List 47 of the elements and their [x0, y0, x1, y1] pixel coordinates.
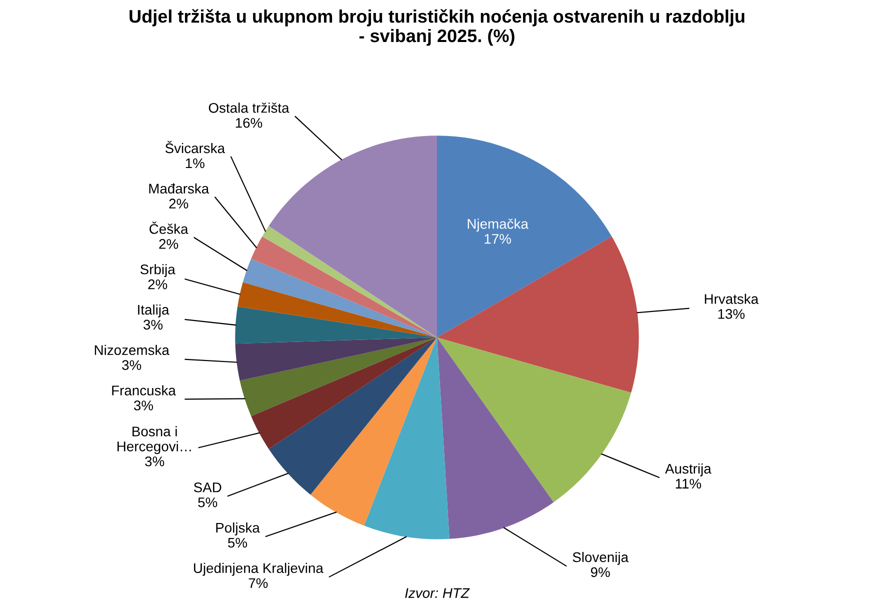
- slice-label: SAD: [194, 482, 222, 492]
- data-label: 3%: [134, 400, 154, 410]
- pie-slice: [235, 337, 437, 381]
- slice-label: Nizozemska: [94, 344, 170, 356]
- slice-label: Austrija: [665, 463, 712, 476]
- slice-label: Njemačka: [468, 218, 528, 232]
- data-label: 17%: [484, 234, 511, 244]
- data-label: 5%: [228, 538, 248, 548]
- slice-label: Francuska: [112, 385, 176, 396]
- slice-label: Bosna i Hercegovi…: [118, 426, 191, 454]
- data-label: 13%: [718, 309, 745, 319]
- slice-label: Slovenija: [572, 552, 629, 565]
- slice-label: Hrvatska: [704, 294, 759, 304]
- data-label: 11%: [676, 478, 702, 489]
- data-label: 9%: [590, 567, 610, 578]
- pie-slice: [235, 306, 437, 344]
- data-label: 2%: [148, 279, 168, 290]
- data-label: 1%: [186, 158, 204, 168]
- data-label: 7%: [248, 578, 268, 588]
- slice-label: Mađarska: [149, 183, 210, 194]
- data-label: 5%: [198, 497, 218, 508]
- slice-label: Poljska: [216, 522, 260, 536]
- data-label: 2%: [159, 239, 178, 249]
- slice-label: Italija: [138, 304, 170, 318]
- pie-slice: [310, 337, 437, 526]
- data-label: 16%: [236, 118, 262, 128]
- text: Izvor: HTZ: [405, 588, 470, 598]
- slice-label: Srbija: [140, 264, 176, 278]
- pie-slice: [364, 337, 450, 540]
- slice-label: Ujedinjena Kraljevina: [194, 562, 324, 576]
- pie-slice: [437, 337, 554, 539]
- pie-slice: [437, 136, 612, 338]
- slice-label: Švicarska: [165, 140, 225, 154]
- slice-label: Češka: [150, 222, 188, 234]
- pie-slice: [268, 136, 437, 338]
- pie-slice: [268, 337, 437, 495]
- slice-label: Ostala tržišta: [208, 102, 290, 113]
- pie-slice: [240, 337, 437, 416]
- data-label: 3%: [145, 456, 164, 466]
- pie-slice: [242, 258, 437, 338]
- data-label: 3%: [144, 320, 163, 330]
- pie-slice: [437, 337, 632, 502]
- pie-slice: [251, 337, 437, 449]
- data-label: 2%: [169, 198, 188, 208]
- pie-slice: [238, 282, 437, 338]
- chart-title: Udjel tržišta u ukupnom broju turističkih noćenja ostvarenih u razdoblju - svibanj 2025. (%): [130, 9, 744, 46]
- data-label: 3%: [122, 360, 142, 370]
